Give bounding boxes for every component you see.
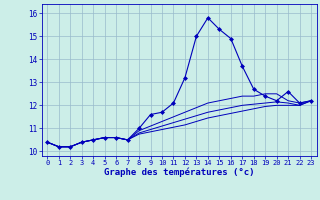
X-axis label: Graphe des températures (°c): Graphe des températures (°c) — [104, 168, 254, 177]
